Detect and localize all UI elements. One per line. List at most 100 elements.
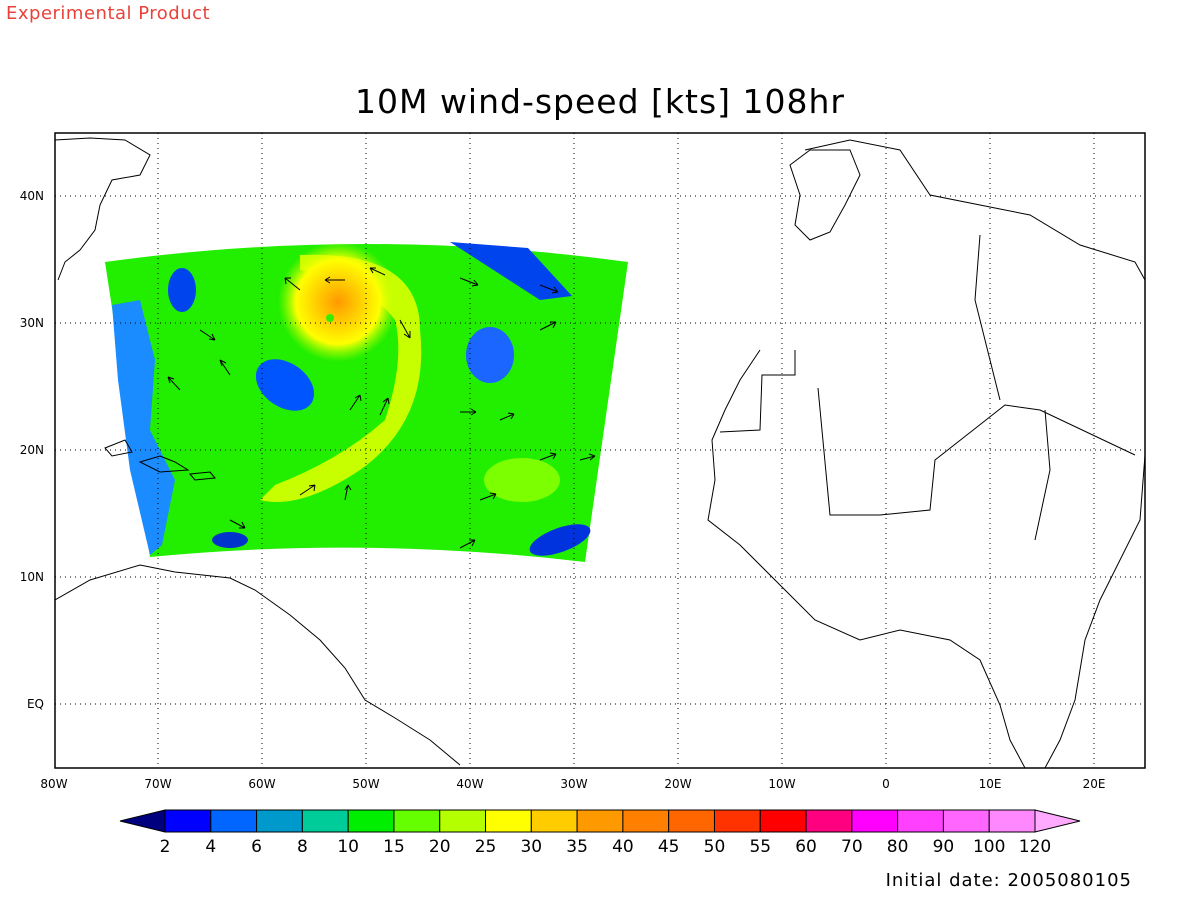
colorbar-label: 35 [566,837,588,857]
wind-vector [344,484,352,501]
map-frame [54,132,1146,769]
colorbar-swatch [485,809,532,833]
colorbar-label: 25 [475,837,497,857]
experimental-product-label: Experimental Product [6,3,211,24]
blue-region-south [212,532,248,548]
blue-region-east [466,327,514,383]
colorbar-swatch [805,809,853,833]
colorbar-swatch [576,809,624,833]
lon-tick-label: 50W [352,777,379,791]
hurricane-core [278,242,398,362]
lat-tick-label: 30N [20,316,44,330]
colorbar-swatch [988,809,1036,833]
wind-vector [324,276,345,284]
wind-band-blue-west [112,300,175,555]
colorbar-label: 55 [749,837,771,857]
africa-coast [707,139,1145,768]
wind-vector [229,519,246,529]
colorbar-swatch [622,809,670,833]
wind-vector [539,284,559,294]
wind-vector [399,319,411,339]
colorbar-label: 40 [612,837,634,857]
colorbar-label: 4 [205,837,216,857]
lat-tick-label: EQ [27,697,44,711]
colorbar-swatch [164,809,212,833]
colorbar-swatch [393,809,441,833]
wind-vector [167,376,181,391]
lat-tick-label: 40N [20,189,44,203]
colorbar-swatch [439,809,487,833]
lat-tick-label: 10N [20,570,44,584]
hurricane-eye [326,314,334,322]
colorbar-label: 8 [297,837,308,857]
colorbar-label: 20 [429,837,451,857]
colorbar-label: 100 [973,837,1005,857]
lon-axis: 80W 70W 60W 50W 40W 30W 20W 10W 0 10E 20… [40,777,1105,791]
lon-tick-label: 20E [1083,777,1106,791]
initial-date-label: Initial date: 2005080105 [885,870,1132,891]
lon-tick-label: 80W [40,777,67,791]
map-title: 10M wind-speed [kts] 108hr [354,82,845,121]
blue-region-north [168,268,196,312]
colorbar-swatch [713,809,761,833]
wind-vector [299,484,316,496]
wind-vector [499,412,515,421]
lon-tick-label: 30W [560,777,587,791]
lat-tick-label: 20N [20,443,44,457]
colorbar-label: 2 [160,837,171,857]
wind-band-yellow-arc [260,254,422,502]
wind-vector [459,539,476,549]
south-america-coast [55,564,461,766]
wind-vector [539,452,557,461]
lat-axis: 40N 30N 20N 10N EQ [20,189,44,711]
colorbar-swatch [530,809,578,833]
colorbar: 2 4 6 8 10 15 20 25 30 35 40 45 50 55 60 70 80 90 100 120 [119,809,1081,857]
north-america-coast [55,137,151,281]
caribbean-islands [104,439,216,481]
blue-region-southeast [529,524,591,556]
lon-tick-label: 0 [882,777,890,791]
colorbar-label: 10 [337,837,359,857]
colorbar-arrow-high [1034,809,1081,833]
iberia-coast [789,149,861,241]
colorbar-swatch [668,809,715,833]
wind-vector [579,453,596,461]
colorbar-label: 60 [795,837,817,857]
blue-region-center [255,359,315,411]
wind-vector [219,359,231,376]
colorbar-label: 80 [887,837,909,857]
colorbar-label: 70 [841,837,863,857]
colorbar-label: 120 [1019,837,1051,857]
colorbar-arrow-low [119,809,166,833]
lon-tick-label: 10E [979,777,1002,791]
wind-vector [479,492,497,501]
green-patch-southeast [484,458,560,502]
wind-vector [369,267,386,276]
colorbar-swatch [210,809,258,833]
lon-tick-label: 40W [456,777,483,791]
colorbar-swatch [942,809,990,833]
colorbar-swatch [347,809,395,833]
lon-tick-label: 60W [248,777,275,791]
colorbar-swatch [897,809,944,833]
lon-tick-label: 20W [664,777,691,791]
colorbar-swatch [759,809,807,833]
colorbar-label: 6 [251,837,262,857]
wind-vector [539,321,557,331]
lon-tick-label: 70W [144,777,171,791]
wind-vector [459,277,479,287]
colorbar-label: 90 [933,837,955,857]
wind-vector [349,394,362,411]
africa-borders [719,234,1136,541]
wind-vector [379,397,390,416]
colorbar-label: 45 [658,837,680,857]
lon-tick-label: 10W [768,777,795,791]
wind-vector [460,408,477,416]
wind-vector [199,329,216,341]
colorbar-label: 50 [704,837,726,857]
colorbar-swatch [301,809,349,833]
colorbar-label: 15 [383,837,405,857]
wind-vector [284,277,301,291]
colorbar-swatch [851,809,899,833]
